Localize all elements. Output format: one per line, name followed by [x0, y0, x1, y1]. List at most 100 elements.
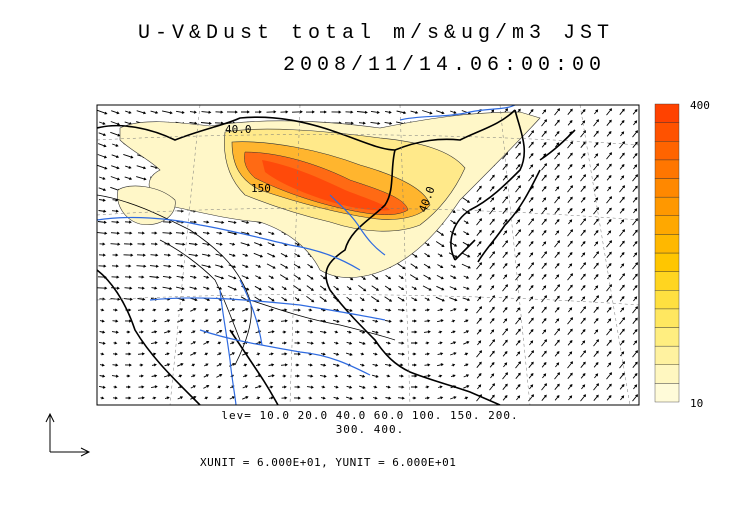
- wind-vector: [580, 394, 587, 402]
- wind-vector: [606, 196, 613, 204]
- wind-vector: [515, 361, 522, 369]
- wind-vector: [451, 319, 456, 323]
- colorbar-segment: [654, 327, 680, 347]
- wind-vector: [126, 385, 131, 389]
- wind-vector: [554, 152, 561, 160]
- wind-vector: [97, 231, 108, 235]
- wind-vector: [450, 396, 457, 400]
- wind-vector: [424, 363, 431, 367]
- wind-vector: [268, 374, 275, 378]
- wind-vector: [490, 373, 495, 379]
- wind-vector: [255, 363, 261, 367]
- wind-vector: [438, 330, 443, 334]
- wind-vector: [528, 361, 534, 368]
- wind-vector: [477, 340, 482, 346]
- wind-vector: [384, 296, 393, 302]
- wind-vector: [216, 330, 223, 334]
- wind-vector: [593, 218, 599, 225]
- wind-vector: [594, 373, 599, 379]
- wind-vector: [359, 374, 366, 378]
- wind-vector: [410, 110, 419, 114]
- wind-vector: [136, 264, 147, 268]
- wind-vector: [98, 132, 107, 137]
- wind-vector: [229, 352, 235, 356]
- wind-vector: [555, 186, 560, 192]
- colorbar-segment: [654, 122, 680, 142]
- wind-vector: [463, 231, 470, 235]
- wind-vector: [124, 363, 132, 367]
- wind-vector: [437, 396, 444, 400]
- wind-vector: [632, 241, 638, 247]
- wind-vector: [568, 307, 573, 313]
- wind-vector: [528, 329, 534, 335]
- wind-vector: [581, 252, 586, 258]
- wind-vector: [554, 295, 560, 302]
- wind-vector: [358, 121, 366, 125]
- wind-vector: [476, 241, 482, 247]
- colorbar-segment: [654, 215, 680, 235]
- wind-vector: [281, 396, 288, 400]
- wind-vector: [581, 384, 586, 390]
- wind-vector: [464, 352, 469, 356]
- wind-vector: [216, 352, 222, 356]
- wind-vector: [555, 274, 560, 280]
- wind-vector: [268, 308, 274, 312]
- wind-vector: [424, 242, 430, 246]
- wind-vector: [268, 363, 275, 367]
- wind-vector: [542, 197, 547, 203]
- wind-vector: [254, 110, 262, 114]
- wind-vector: [528, 350, 535, 358]
- wind-vector: [462, 297, 471, 302]
- wind-vector: [554, 395, 560, 401]
- wind-vector: [593, 262, 599, 269]
- wind-vector: [541, 186, 547, 192]
- wind-vector: [580, 229, 586, 236]
- wind-vector: [619, 164, 625, 170]
- wind-vector: [178, 330, 183, 334]
- wind-vector: [293, 263, 301, 269]
- wind-vector: [502, 339, 508, 346]
- wind-vector: [373, 385, 378, 389]
- wind-vector: [528, 229, 534, 236]
- wind-vector: [502, 207, 508, 214]
- wind-vector: [528, 241, 534, 247]
- wind-vector: [438, 374, 443, 378]
- wind-vector: [411, 385, 418, 389]
- wind-vector: [476, 273, 482, 280]
- wind-vector: [436, 285, 445, 291]
- wind-vector: [291, 110, 303, 114]
- wind-vector: [397, 352, 405, 356]
- contour-label: 40.0: [225, 123, 252, 136]
- wind-vector: [137, 231, 145, 235]
- wind-vector: [203, 385, 210, 389]
- wind-vector: [593, 142, 599, 148]
- wind-vector: [268, 352, 274, 356]
- wind-vector: [308, 308, 313, 312]
- wind-vector: [593, 251, 600, 259]
- wind-vector: [112, 363, 119, 367]
- wind-vector: [111, 220, 120, 224]
- wind-vector: [151, 319, 157, 323]
- wind-vector: [580, 241, 586, 247]
- wind-vector: [385, 385, 391, 389]
- wind-vector: [554, 175, 560, 181]
- wind-vector: [632, 285, 638, 291]
- wind-vector: [606, 339, 612, 346]
- wind-vector: [555, 318, 560, 324]
- wind-vector: [165, 385, 170, 389]
- wind-vector: [515, 317, 522, 325]
- wind-vector: [594, 285, 599, 291]
- wind-vector: [98, 198, 106, 202]
- wind-vector: [542, 241, 547, 247]
- wind-vector: [528, 285, 534, 291]
- wind-vector: [266, 110, 277, 114]
- wind-vector: [515, 273, 522, 281]
- wind-vector: [541, 142, 547, 148]
- wind-vector: [450, 219, 457, 225]
- wind-vector: [191, 363, 196, 367]
- wind-vector: [541, 295, 548, 303]
- wind-vector: [620, 351, 625, 357]
- graticule: [97, 105, 639, 405]
- wind-vector: [424, 352, 430, 356]
- wind-vector: [242, 264, 249, 268]
